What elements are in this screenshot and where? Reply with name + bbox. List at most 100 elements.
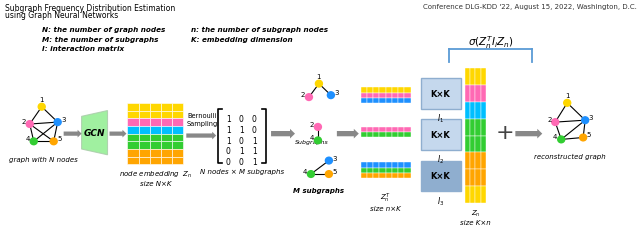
Bar [150, 104, 161, 111]
Bar [420, 161, 461, 192]
Bar [476, 86, 481, 102]
Circle shape [325, 158, 332, 164]
Text: 5: 5 [58, 136, 62, 142]
Bar [404, 127, 411, 133]
Text: GCN: GCN [84, 129, 106, 138]
Bar [481, 86, 486, 102]
Text: $Z_n$
size K×n: $Z_n$ size K×n [460, 208, 491, 225]
Bar [172, 142, 183, 149]
Bar [398, 99, 404, 104]
Text: 4: 4 [303, 168, 307, 174]
Circle shape [30, 138, 37, 145]
Polygon shape [186, 132, 216, 140]
Bar [380, 173, 386, 179]
Text: N nodes × M subgraphs: N nodes × M subgraphs [200, 168, 284, 175]
Circle shape [316, 81, 323, 88]
Text: 4: 4 [26, 136, 30, 142]
Bar [420, 79, 461, 109]
Bar [476, 170, 481, 186]
Bar [172, 157, 183, 165]
Bar [404, 168, 411, 173]
Text: 4: 4 [310, 135, 314, 141]
Bar [367, 99, 373, 104]
Bar [361, 168, 367, 173]
Bar [139, 134, 150, 142]
Text: +: + [496, 122, 515, 142]
Text: 0: 0 [226, 146, 230, 155]
Text: $I_1$: $I_1$ [437, 112, 444, 124]
Bar [465, 186, 470, 203]
Polygon shape [515, 129, 542, 139]
Text: $\sigma(Z_n^T I_i Z_n)$: $\sigma(Z_n^T I_i Z_n)$ [468, 35, 513, 51]
Text: 1: 1 [239, 146, 243, 155]
Bar [481, 136, 486, 153]
Text: 3: 3 [61, 117, 66, 123]
Circle shape [328, 92, 334, 99]
Bar [150, 134, 161, 142]
Bar [139, 119, 150, 126]
Bar [139, 149, 150, 157]
Bar [127, 157, 139, 165]
Bar [150, 157, 161, 165]
Text: Bernoulli
Sampling: Bernoulli Sampling [187, 112, 218, 126]
Bar [380, 99, 386, 104]
Bar [161, 111, 172, 119]
Text: 0: 0 [252, 115, 257, 124]
Bar [404, 163, 411, 168]
Bar [470, 86, 476, 102]
Bar [386, 133, 392, 138]
Bar [373, 93, 380, 99]
Bar [476, 136, 481, 153]
Bar [392, 168, 398, 173]
Text: 5: 5 [587, 132, 591, 138]
Circle shape [557, 136, 564, 143]
Bar [139, 142, 150, 149]
Text: 2: 2 [22, 118, 26, 124]
Text: 1: 1 [226, 115, 230, 124]
Text: N: the number of graph nodes
M: the number of subgraphs
I: interaction matrix: N: the number of graph nodes M: the numb… [42, 27, 165, 52]
Bar [161, 104, 172, 111]
Bar [481, 186, 486, 203]
Text: $Z_n^T$
size n×K: $Z_n^T$ size n×K [371, 190, 401, 211]
Bar [150, 126, 161, 134]
Text: 1: 1 [252, 157, 257, 166]
Text: n: the number of subgraph nodes
K: embedding dimension: n: the number of subgraph nodes K: embed… [191, 27, 328, 42]
Polygon shape [109, 130, 127, 138]
Bar [470, 153, 476, 170]
Bar [465, 136, 470, 153]
Text: Subgraphs: Subgraphs [295, 139, 329, 144]
Text: 3: 3 [333, 155, 337, 161]
Text: 3: 3 [589, 115, 593, 121]
Bar [161, 134, 172, 142]
Bar [127, 126, 139, 134]
Bar [373, 168, 380, 173]
Circle shape [54, 119, 61, 126]
Bar [127, 142, 139, 149]
Bar [392, 99, 398, 104]
Text: 0: 0 [239, 136, 244, 145]
Bar [481, 69, 486, 86]
Text: Subgraph Frequency Distribution Estimation: Subgraph Frequency Distribution Estimati… [5, 4, 175, 13]
Text: graph with N nodes: graph with N nodes [10, 156, 78, 162]
Bar [470, 102, 476, 119]
Text: K×K: K×K [431, 131, 451, 139]
Bar [172, 134, 183, 142]
Bar [481, 170, 486, 186]
Bar [392, 88, 398, 93]
Text: K×K: K×K [431, 89, 451, 98]
Bar [373, 88, 380, 93]
Bar [465, 69, 470, 86]
Bar [380, 163, 386, 168]
Bar [398, 168, 404, 173]
Circle shape [307, 171, 314, 178]
Bar [476, 119, 481, 136]
Text: 5: 5 [333, 168, 337, 174]
Polygon shape [63, 130, 81, 138]
Text: 1: 1 [565, 93, 570, 99]
Circle shape [325, 171, 332, 178]
Bar [127, 149, 139, 157]
Bar [392, 173, 398, 179]
Bar [150, 149, 161, 157]
Bar [470, 136, 476, 153]
Bar [373, 163, 380, 168]
